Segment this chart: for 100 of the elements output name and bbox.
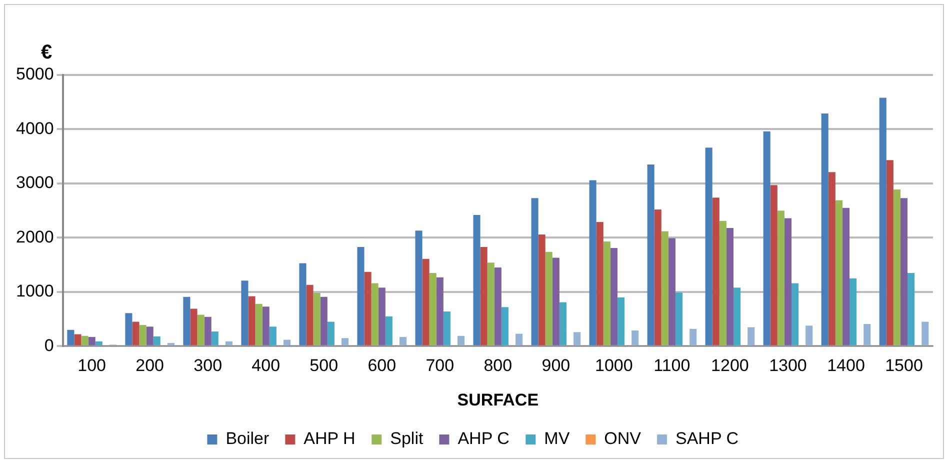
bar xyxy=(886,160,894,346)
bar xyxy=(864,324,871,346)
bar xyxy=(378,288,386,346)
bar xyxy=(88,336,96,346)
y-tick-label: 1000 xyxy=(16,282,54,301)
y-axis-title: € xyxy=(41,42,52,64)
bar xyxy=(559,302,566,346)
bar xyxy=(908,272,915,346)
y-tick-label: 4000 xyxy=(16,118,54,138)
x-tick-label: 500 xyxy=(310,356,338,376)
bar xyxy=(777,210,784,346)
bar xyxy=(842,208,850,346)
y-tick-label: 5000 xyxy=(16,64,54,84)
y-tick-label: 2000 xyxy=(16,227,54,246)
bar xyxy=(480,246,488,346)
bar xyxy=(705,148,712,346)
x-tick-label: 300 xyxy=(194,356,222,376)
bar xyxy=(283,340,291,346)
bar xyxy=(183,296,190,346)
bar xyxy=(74,334,82,346)
bar xyxy=(487,262,494,346)
bar xyxy=(516,334,523,346)
legend-label: AHP C xyxy=(458,429,510,448)
bar xyxy=(399,336,407,346)
bar xyxy=(255,304,262,346)
legend-label: SAHP C xyxy=(675,429,738,448)
bar xyxy=(422,258,430,346)
bar xyxy=(632,330,639,346)
bar xyxy=(443,311,450,346)
x-tick-label: 1300 xyxy=(769,356,807,376)
legend-label: Split xyxy=(390,429,424,448)
bar xyxy=(501,307,508,346)
bar xyxy=(835,200,842,346)
x-tick-label: 1500 xyxy=(885,356,923,376)
bar xyxy=(748,327,755,346)
bar xyxy=(726,228,734,346)
bar xyxy=(306,284,314,346)
x-tick-label: 1400 xyxy=(827,356,865,376)
bar xyxy=(850,278,857,346)
bar xyxy=(893,189,900,346)
x-tick-label: 700 xyxy=(426,356,454,376)
bar xyxy=(806,326,813,346)
bar xyxy=(791,283,799,346)
bar xyxy=(610,248,618,346)
bar xyxy=(719,220,726,346)
bar xyxy=(429,272,436,346)
bar xyxy=(320,296,328,346)
bar xyxy=(241,280,248,346)
bar xyxy=(269,326,276,346)
x-tick-label: 600 xyxy=(368,356,396,376)
x-tick-label: 800 xyxy=(484,356,512,376)
bar xyxy=(473,214,480,346)
bar xyxy=(436,277,444,346)
bar xyxy=(371,283,378,346)
bar xyxy=(654,210,662,346)
bar xyxy=(879,98,886,346)
bar xyxy=(327,322,334,346)
bar xyxy=(712,198,720,346)
bar xyxy=(617,297,624,346)
bar xyxy=(132,322,140,346)
bar xyxy=(531,198,538,346)
x-tick-label: 900 xyxy=(542,356,570,376)
bar xyxy=(690,328,697,346)
bar xyxy=(675,292,683,346)
bar xyxy=(603,242,610,346)
legend-label: MV xyxy=(544,429,570,448)
bar xyxy=(821,114,828,346)
x-tick-label: 200 xyxy=(136,356,164,376)
x-tick-label: 1200 xyxy=(711,356,749,376)
bar xyxy=(211,332,218,346)
x-tick-label: 400 xyxy=(252,356,280,376)
bar xyxy=(596,222,604,346)
bar xyxy=(190,308,198,346)
bar xyxy=(248,296,256,346)
bar xyxy=(139,325,146,346)
bar xyxy=(341,338,349,346)
y-tick-label: 0 xyxy=(44,336,54,355)
y-tick-label: 3000 xyxy=(16,173,54,192)
bar xyxy=(770,185,778,346)
bar xyxy=(146,326,154,346)
bar xyxy=(552,258,560,346)
x-tick-label: 1000 xyxy=(595,356,633,376)
x-axis-title: SURFACE xyxy=(457,390,539,410)
bar xyxy=(225,341,233,346)
bar xyxy=(67,330,74,346)
bar xyxy=(415,230,422,346)
bar xyxy=(763,131,770,346)
bar xyxy=(153,336,160,346)
bar xyxy=(299,263,306,346)
bar xyxy=(494,268,502,346)
bar xyxy=(197,314,204,346)
x-tick-label: 1100 xyxy=(654,356,690,376)
bar xyxy=(458,336,465,346)
bar xyxy=(733,288,741,346)
bar xyxy=(262,306,270,346)
bar xyxy=(574,332,581,346)
bar xyxy=(357,246,364,346)
bar xyxy=(95,341,102,346)
x-tick-label: 100 xyxy=(78,356,106,376)
bar xyxy=(545,252,552,346)
